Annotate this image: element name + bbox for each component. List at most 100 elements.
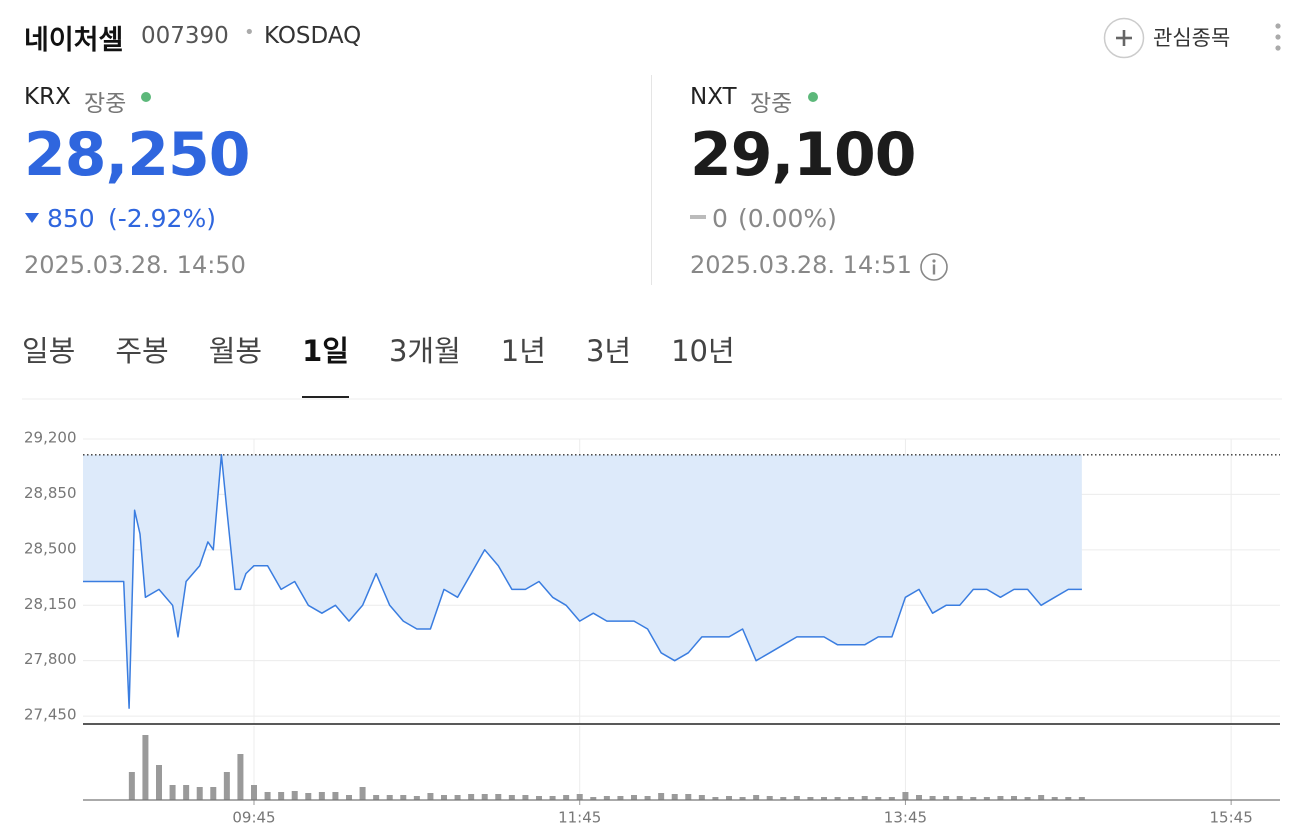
volume-bar [970, 797, 977, 800]
change-percent: (0.00%) [738, 204, 837, 233]
volume-bar [848, 797, 855, 800]
volume-bar [834, 797, 841, 800]
volume-bar [793, 796, 800, 800]
volume-bar [1024, 797, 1031, 800]
period-tab[interactable]: 1일 [302, 326, 349, 398]
volume-bar [468, 794, 475, 800]
volume-bar [576, 794, 583, 800]
volume-bar [1038, 795, 1045, 800]
volume-bar [916, 795, 922, 800]
volume-bar [508, 795, 515, 800]
volume-bar [943, 796, 950, 800]
volume-bar [956, 796, 963, 800]
volume-bar [156, 765, 162, 800]
period-tab[interactable]: 일봉 [22, 334, 76, 368]
volume-bar [346, 795, 352, 800]
y-tick-label: 27,800 [24, 650, 77, 668]
y-tick-label: 28,150 [24, 595, 77, 613]
price-line [83, 454, 1082, 709]
y-tick-label: 28,850 [24, 484, 77, 502]
price: 29,100 [690, 120, 917, 190]
quote-time: 2025.03.28. 14:50 [24, 251, 246, 279]
x-tick-label: 09:45 [232, 809, 275, 827]
volume-bar [902, 792, 909, 800]
volume-bar [685, 794, 692, 800]
down-arrow [25, 213, 39, 223]
change: 850 [47, 204, 95, 233]
volume-bar [603, 796, 610, 800]
separator: • [244, 22, 255, 43]
x-tick-label: 13:45 [884, 809, 927, 827]
period-tab[interactable]: 3년 [585, 334, 632, 368]
volume-bar [413, 796, 420, 800]
volume-bar [495, 794, 502, 800]
volume-bar [997, 796, 1004, 800]
exchange: NXT [690, 84, 737, 110]
volume-bar [671, 794, 678, 800]
quote-time: 2025.03.28. 14:51 [690, 251, 912, 279]
volume-bar [739, 797, 746, 800]
x-tick-label: 15:45 [1210, 809, 1253, 827]
price: 28,250 [24, 120, 251, 190]
volume-bar [237, 754, 244, 800]
volume-bar [617, 796, 624, 800]
volume-bar [1051, 797, 1058, 800]
status-dot [141, 92, 151, 102]
volume-bar [291, 791, 298, 800]
period-tab[interactable]: 3개월 [388, 334, 461, 368]
volume-bar [658, 793, 665, 800]
volume-bar [888, 797, 895, 800]
flat-marker [690, 215, 706, 219]
watch-button[interactable]: 관심종목 [1153, 26, 1231, 50]
volume-bar [169, 785, 176, 800]
volume-bar [278, 792, 285, 800]
volume-bar [807, 797, 814, 800]
volume-bar [305, 793, 312, 800]
period-tab[interactable]: 월봉 [208, 334, 263, 368]
more-menu[interactable] [1272, 22, 1284, 52]
volume-bar [522, 795, 529, 800]
volume-bar [861, 796, 868, 800]
volume-bar [196, 787, 203, 800]
volume-bar [644, 796, 651, 800]
volume-bar [1011, 796, 1017, 800]
x-tick-label: 11:45 [558, 809, 601, 827]
exchange: KRX [24, 84, 71, 110]
price-area [83, 454, 1082, 709]
info-icon[interactable] [919, 252, 951, 282]
volume-bar [400, 795, 407, 800]
period-tab[interactable]: 10년 [671, 334, 735, 368]
volume-bar [590, 797, 597, 800]
volume-bar [318, 792, 325, 800]
volume-bar [264, 792, 271, 800]
volume-bar [223, 772, 230, 800]
change-percent: (-2.92%) [108, 204, 216, 233]
market: KOSDAQ [264, 23, 362, 49]
volume-bar [373, 795, 380, 800]
status: 장중 [750, 91, 793, 117]
volume-bar [332, 792, 339, 800]
volume-bar [766, 796, 773, 800]
status: 장중 [84, 91, 127, 117]
volume-bar [183, 785, 190, 800]
volume-bar [128, 772, 135, 800]
volume-bar [536, 796, 542, 800]
volume-bar [983, 797, 990, 800]
period-tab[interactable]: 1년 [500, 334, 546, 368]
stock-code: 007390 [141, 23, 229, 49]
volume-bar [780, 797, 787, 800]
period-tabs: 일봉 주봉 월봉 1일 3개월 1년 3년 10년 [22, 326, 775, 400]
volume-bar [386, 795, 393, 800]
volume-bar [210, 787, 217, 800]
volume-bar [359, 787, 366, 800]
volume-bar [698, 795, 705, 800]
watch-add-icon[interactable] [1103, 17, 1145, 59]
divider [651, 75, 652, 285]
volume-bar [1078, 797, 1085, 800]
volume-bar [549, 796, 556, 800]
volume-bar [251, 785, 257, 800]
change: 0 [712, 204, 728, 233]
y-tick-label: 29,200 [24, 429, 77, 447]
period-tab[interactable]: 주봉 [115, 334, 169, 368]
